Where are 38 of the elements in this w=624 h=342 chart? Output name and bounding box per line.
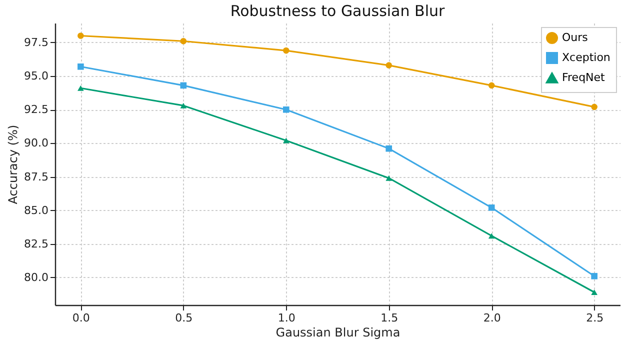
point bbox=[180, 102, 187, 108]
point bbox=[282, 47, 290, 54]
chart-title: Robustness to Gaussian Blur bbox=[230, 2, 446, 20]
x-tick-label: 0.0 bbox=[72, 312, 90, 324]
point bbox=[488, 233, 495, 239]
point bbox=[78, 32, 84, 39]
point bbox=[180, 38, 187, 44]
point bbox=[591, 290, 598, 295]
x-tick-label: 1.0 bbox=[278, 312, 296, 324]
point bbox=[386, 62, 392, 68]
x-tick-label: 2.5 bbox=[586, 312, 604, 324]
y-tick-label: 90.0 bbox=[24, 136, 48, 150]
y-tick-label: 87.5 bbox=[24, 170, 48, 184]
point bbox=[591, 272, 598, 280]
point bbox=[282, 138, 290, 144]
legend-label: Ours bbox=[562, 31, 588, 44]
point bbox=[78, 63, 84, 70]
point bbox=[386, 175, 392, 181]
x-axis-title: Gaussian Blur Sigma bbox=[276, 326, 400, 340]
y-tick-label: 97.5 bbox=[24, 36, 48, 49]
point bbox=[180, 82, 187, 89]
point bbox=[591, 104, 598, 110]
y-axis-title: Accuracy (%) bbox=[6, 124, 20, 204]
y-tick-label: 85.0 bbox=[24, 204, 48, 217]
legend-label: Xception bbox=[562, 51, 610, 64]
y-tick-label: 95.0 bbox=[24, 70, 48, 83]
y-tick-label: 80.0 bbox=[24, 270, 48, 284]
y-tick-label: 82.5 bbox=[24, 237, 48, 250]
point bbox=[78, 85, 84, 91]
x-tick-label: 2.0 bbox=[483, 312, 501, 324]
point bbox=[488, 204, 495, 211]
point bbox=[386, 145, 392, 152]
x-tick-label: 1.5 bbox=[380, 312, 398, 324]
y-tick-label: 92.5 bbox=[24, 103, 48, 116]
point bbox=[282, 106, 290, 113]
legend-label: FreqNet bbox=[562, 71, 606, 84]
x-tick-label: 0.5 bbox=[175, 312, 193, 324]
point bbox=[488, 82, 495, 89]
